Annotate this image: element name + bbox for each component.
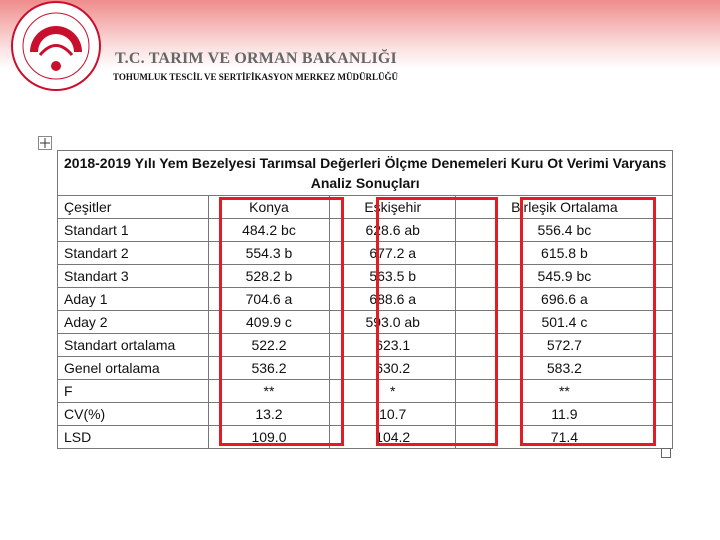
table-cell: 528.2 b [208, 264, 330, 288]
row-label: LSD [57, 425, 209, 449]
table-title: 2018-2019 Yılı Yem Bezelyesi Tarımsal De… [56, 150, 674, 196]
table-row: Aday 1 704.6 a 688.6 a 696.6 a [57, 287, 674, 311]
row-label: Aday 1 [57, 287, 209, 311]
header-title: T.C. TARIM VE ORMAN BAKANLIĞI [115, 50, 397, 67]
results-table: 2018-2019 Yılı Yem Bezelyesi Tarımsal De… [56, 150, 674, 449]
table-cell: 501.4 c [455, 310, 674, 334]
table-row: Aday 2 409.9 c 593.0 ab 501.4 c [57, 310, 674, 334]
table-cell: 623.1 [328, 333, 457, 357]
header-subtitle: TOHUMLUK TESCİL VE SERTİFİKASYON MERKEZ … [113, 72, 398, 82]
table-cell: 554.3 b [208, 241, 330, 265]
table-cell: 704.6 a [208, 287, 330, 311]
table-row: Standart 2 554.3 b 677.2 a 615.8 b [57, 241, 674, 265]
table-cell: 593.0 ab [328, 310, 457, 334]
row-label: F [57, 379, 209, 403]
table-cell: 615.8 b [455, 241, 674, 265]
table-cell: 10.7 [328, 402, 457, 426]
table-cell: 556.4 bc [455, 218, 674, 242]
table-row: F ** * ** [57, 379, 674, 403]
highlight-box [376, 197, 498, 446]
table-cell: * [328, 379, 457, 403]
table-title-line: 2018-2019 Yılı Yem Bezelyesi Tarımsal De… [64, 155, 667, 171]
resize-handle [661, 448, 671, 458]
table-title-line: Analiz Sonuçları [310, 175, 420, 191]
highlight-box [520, 197, 656, 446]
row-label: CV(%) [57, 402, 209, 426]
row-label: Standart 1 [57, 218, 209, 242]
table-cell: 409.9 c [208, 310, 330, 334]
table-cell: 677.2 a [328, 241, 457, 265]
row-label: Aday 2 [57, 310, 209, 334]
header-band [0, 0, 720, 70]
table-row: Standart ortalama 522.2 623.1 572.7 [57, 333, 674, 357]
row-label: Standart 3 [57, 264, 209, 288]
title-row: 2018-2019 Yılı Yem Bezelyesi Tarımsal De… [56, 150, 674, 196]
column-header: Çeşitler [57, 195, 209, 219]
highlight-box [219, 197, 344, 446]
row-label: Standart 2 [57, 241, 209, 265]
table-cell: 536.2 [208, 356, 330, 380]
row-label: Standart ortalama [57, 333, 209, 357]
logo [11, 1, 101, 91]
table-row: CV(%) 13.2 10.7 11.9 [57, 402, 674, 426]
table-cell: ** [455, 379, 674, 403]
table-cell: 572.7 [455, 333, 674, 357]
table-cell: 484.2 bc [208, 218, 330, 242]
table-cell: 13.2 [208, 402, 330, 426]
table-cell: 11.9 [455, 402, 674, 426]
table-cell: 628.6 ab [328, 218, 457, 242]
table-row: Standart 1 484.2 bc 628.6 ab 556.4 bc [57, 218, 674, 242]
move-handle [38, 136, 52, 150]
table-row: Standart 3 528.2 b 563.5 b 545.9 bc [57, 264, 674, 288]
row-label: Genel ortalama [57, 356, 209, 380]
